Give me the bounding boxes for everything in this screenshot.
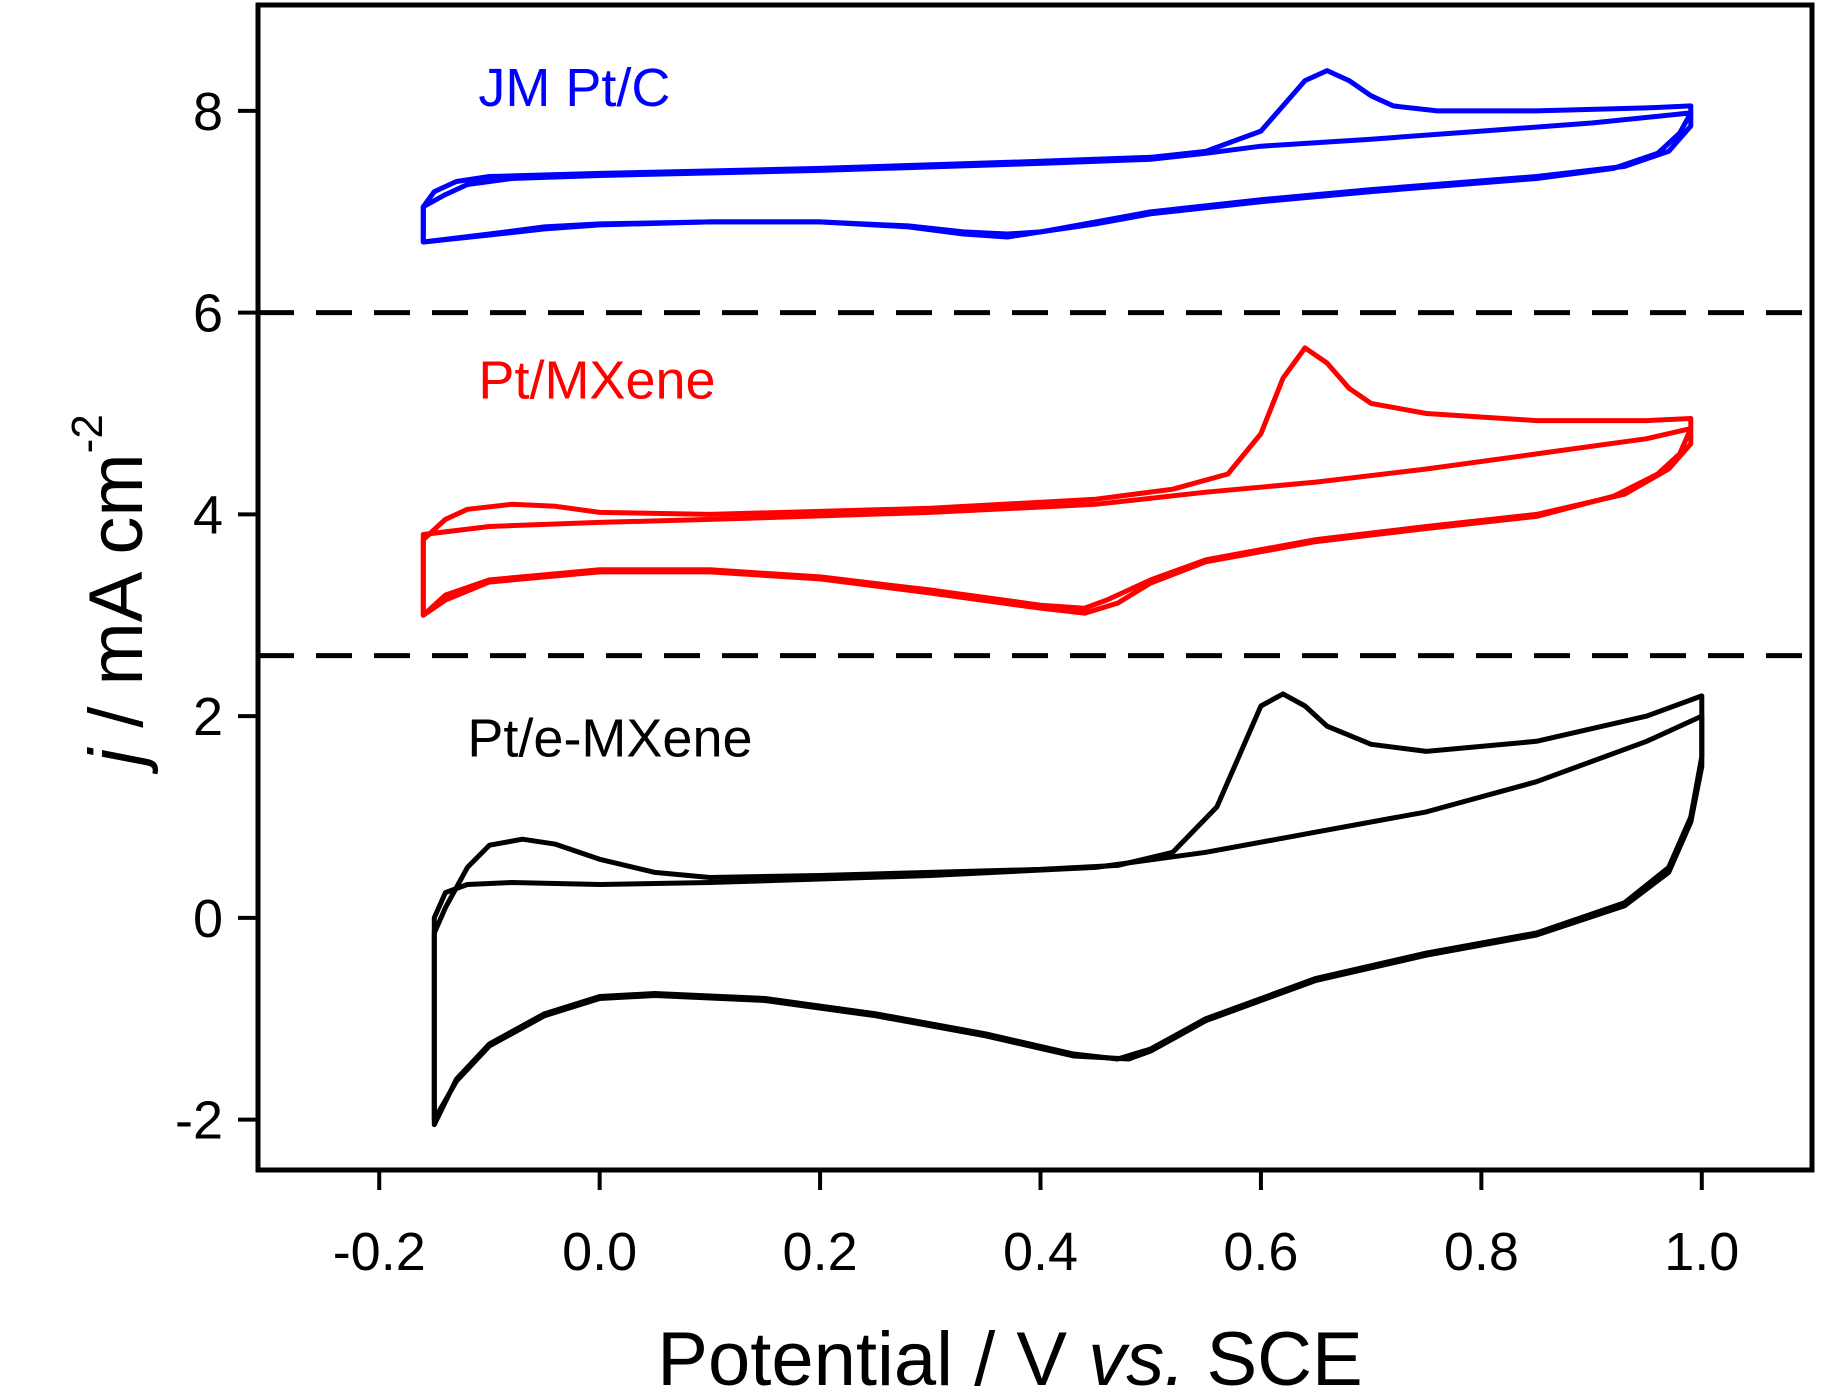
x-tick-label: 0.0	[562, 1222, 637, 1282]
series-pt-mxene	[420, 345, 1694, 618]
series-layer	[420, 68, 1705, 1128]
separator-lines	[258, 310, 1812, 659]
x-axis-title: Potential / V vs. SCE	[657, 1317, 1362, 1397]
y-tick-label: 2	[193, 687, 223, 747]
series-label: Pt/e-MXene	[467, 708, 752, 768]
series-labels: JM Pt/C Pt/MXene Pt/e-MXene	[467, 58, 752, 769]
y-tick-label: -2	[175, 1091, 223, 1151]
series-pt-e-mxene	[431, 691, 1705, 1128]
y-tick-label: 8	[193, 82, 223, 142]
y-tick-label: 4	[193, 485, 223, 545]
series-jm-pt-c	[420, 68, 1694, 245]
x-tick-label: 0.6	[1223, 1222, 1298, 1282]
series-label: Pt/MXene	[478, 350, 715, 410]
plot-frame	[255, 2, 1815, 1173]
y-tick-label: 0	[193, 889, 223, 949]
y-axis-ticks: -2 0 2 4 6 8	[175, 82, 258, 1151]
y-axis-title-main: / mA cm	[74, 453, 159, 749]
cv-cycle-2	[431, 713, 1705, 1123]
x-axis-title-italic: vs.	[1088, 1317, 1185, 1397]
y-axis-title: j / mA cm-2	[63, 414, 159, 775]
series-label: JM Pt/C	[478, 58, 670, 118]
x-axis-title-suffix: SCE	[1185, 1317, 1362, 1397]
x-tick-label: -0.2	[333, 1222, 426, 1282]
x-tick-label: 0.8	[1444, 1222, 1519, 1282]
y-axis-title-group: j / mA cm-2	[63, 414, 159, 775]
cv-cycle-2	[420, 110, 1694, 245]
x-tick-label: 0.4	[1003, 1222, 1078, 1282]
y-tick-label: 6	[193, 284, 223, 344]
x-tick-label: 1.0	[1664, 1222, 1739, 1282]
x-tick-label: 0.2	[783, 1222, 858, 1282]
y-axis-title-sup: -2	[63, 414, 112, 453]
x-axis-ticks: -0.2 0.0 0.2 0.4 0.6 0.8 1.0	[333, 1170, 1739, 1282]
x-axis-title-prefix: Potential / V	[657, 1317, 1088, 1397]
cv-cycle-2	[420, 426, 1694, 618]
